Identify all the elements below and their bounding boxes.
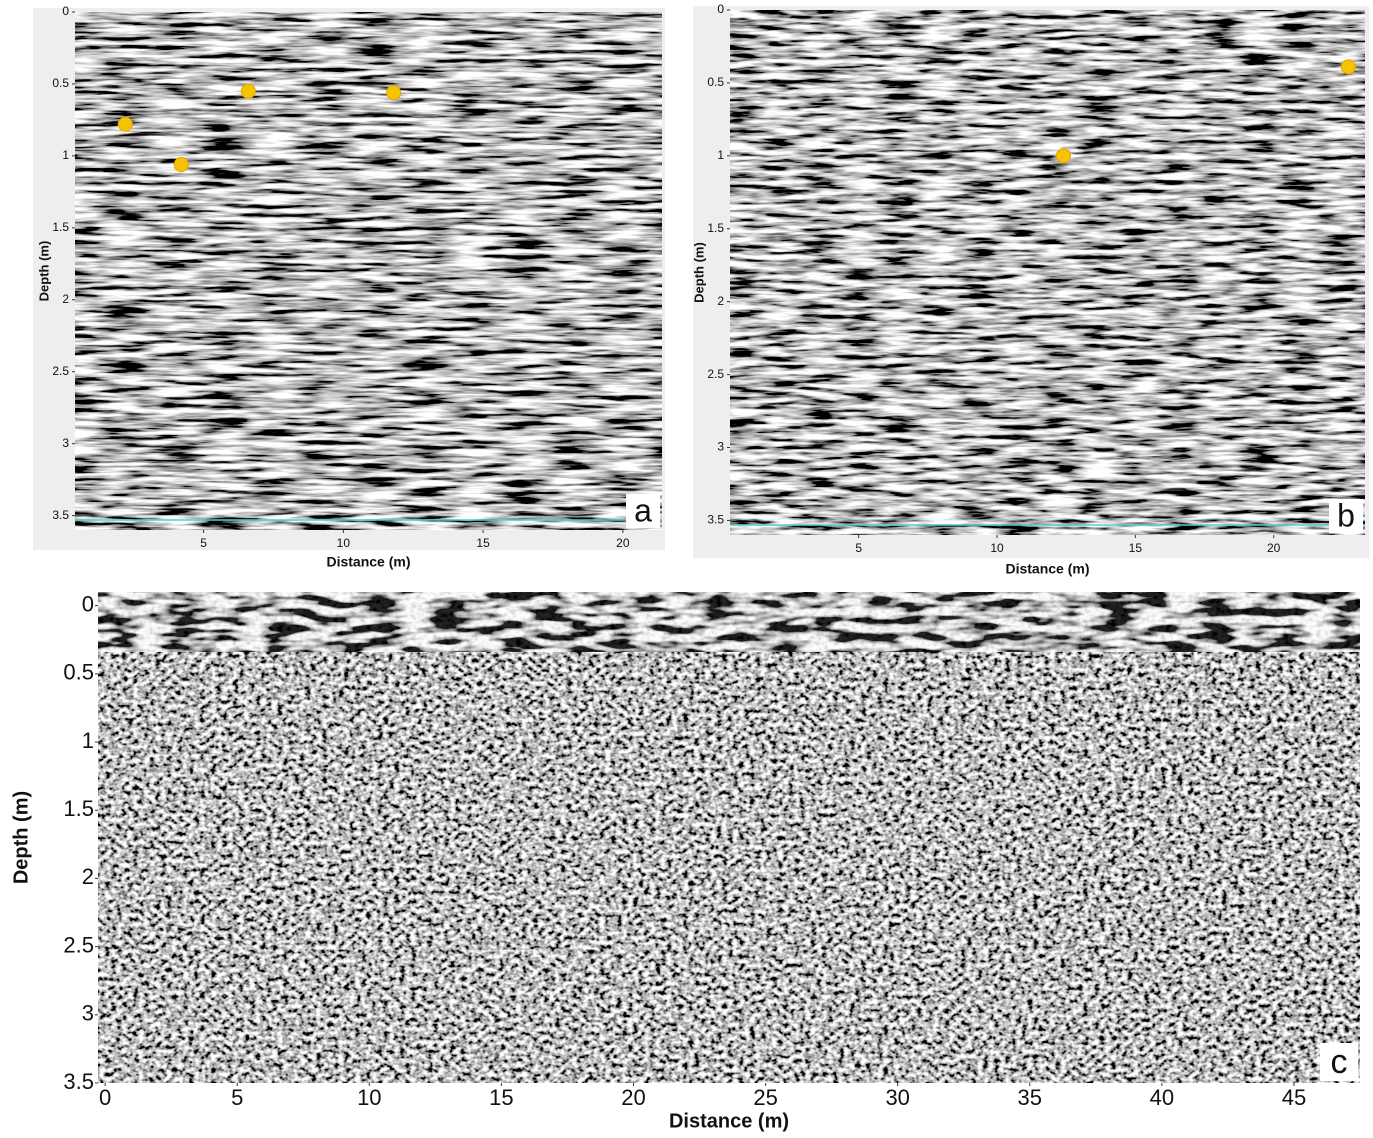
y-tick-label: 3: [82, 1001, 94, 1026]
y-tick-label: 2: [82, 864, 94, 889]
x-tick-label: 0: [99, 1085, 111, 1110]
panel-label-box: [1329, 499, 1363, 533]
x-tick-label: 10: [990, 541, 1004, 555]
y-tick-label: 2.5: [707, 367, 724, 381]
x-tick-label: 15: [489, 1085, 513, 1110]
panel-label: c: [1331, 1043, 1348, 1081]
x-tick-label: 20: [616, 536, 630, 550]
y-tick-label: 1.5: [707, 221, 724, 235]
y-tick-label: 1: [82, 728, 94, 753]
x-tick-label: 20: [1267, 541, 1281, 555]
y-axis-label: Depth (m): [10, 791, 32, 884]
y-axis-label: Depth (m): [36, 241, 51, 302]
y-tick-label: 3: [62, 436, 69, 450]
y-tick-label: 2: [62, 292, 69, 306]
y-tick-label: 2.5: [63, 932, 94, 957]
x-tick-label: 15: [1129, 541, 1143, 555]
y-tick-label: 1.5: [52, 220, 69, 234]
x-axis-label: Distance (m): [326, 554, 410, 570]
panel-label: a: [634, 492, 652, 528]
panel-label: b: [1337, 497, 1355, 533]
x-axis-label: Distance (m): [669, 1110, 789, 1132]
panel-label-box: [626, 494, 660, 528]
y-tick-label: 3.5: [63, 1069, 94, 1094]
y-tick-label: 1: [717, 148, 724, 162]
y-tick-label: 3: [717, 440, 724, 454]
x-tick-label: 20: [621, 1085, 645, 1110]
point: [240, 83, 256, 99]
x-tick-label: 15: [476, 536, 490, 550]
x-tick-label: 5: [200, 536, 207, 550]
radargram-top-band: [98, 592, 1360, 652]
radargram-image: [98, 592, 1360, 1083]
x-tick-label: 10: [337, 536, 351, 550]
radargram-image: [730, 10, 1365, 535]
y-tick-label: 1: [62, 148, 69, 162]
x-axis-label: Distance (m): [1005, 561, 1089, 577]
x-tick-label: 40: [1150, 1085, 1174, 1110]
x-tick-label: 10: [357, 1085, 381, 1110]
y-tick-label: 0: [717, 2, 724, 16]
y-tick-label: 0.5: [52, 76, 69, 90]
y-tick-label: 0.5: [707, 75, 724, 89]
y-tick-label: 0: [62, 4, 69, 18]
y-tick-label: 0: [82, 591, 94, 616]
y-tick-label: 2: [717, 294, 724, 308]
y-tick-label: 3.5: [52, 508, 69, 522]
x-tick-label: 45: [1282, 1085, 1306, 1110]
point: [117, 116, 133, 132]
x-tick-label: 25: [753, 1085, 777, 1110]
y-axis-label: Depth (m): [691, 242, 706, 303]
x-tick-label: 5: [855, 541, 862, 555]
point: [1055, 148, 1071, 164]
y-tick-label: 2.5: [52, 364, 69, 378]
radargram-image: [75, 12, 662, 530]
y-tick-label: 1.5: [63, 796, 94, 821]
y-tick-label: 0.5: [63, 660, 94, 685]
x-tick-label: 30: [885, 1085, 909, 1110]
point: [386, 85, 402, 101]
point: [173, 157, 189, 173]
x-tick-label: 5: [231, 1085, 243, 1110]
x-tick-label: 35: [1018, 1085, 1042, 1110]
point: [1340, 59, 1356, 75]
y-tick-label: 3.5: [707, 513, 724, 527]
panel-label-box: [1320, 1043, 1358, 1081]
